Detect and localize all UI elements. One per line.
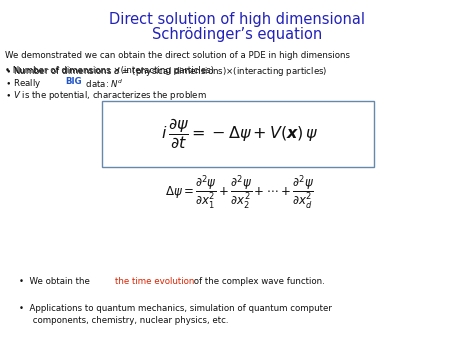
Text: of the complex wave function.: of the complex wave function. [191, 277, 324, 286]
Text: $i\,\dfrac{\partial\psi}{\partial t} = -\Delta\psi + V(\boldsymbol{x})\,\psi$: $i\,\dfrac{\partial\psi}{\partial t} = -… [161, 117, 318, 151]
FancyBboxPatch shape [102, 101, 374, 167]
Text: •  We obtain the: • We obtain the [19, 277, 92, 286]
Text: • Number of dimensions ×(interacting particles): • Number of dimensions ×(interacting par… [5, 66, 214, 75]
Text: $\Delta\psi = \dfrac{\partial^2\psi}{\partial x_1^2} + \dfrac{\partial^2\psi}{\p: $\Delta\psi = \dfrac{\partial^2\psi}{\pa… [165, 174, 314, 212]
Text: data: $N^{d}$: data: $N^{d}$ [83, 77, 124, 90]
Text: Schrödinger’s equation: Schrödinger’s equation [152, 27, 322, 42]
Text: the time evolution: the time evolution [115, 277, 194, 286]
Text: $\bullet$ Really: $\bullet$ Really [5, 77, 41, 91]
Text: $\bullet$ Number of dimensions $d$ = (physical dimensions)$\times$(interacting p: $\bullet$ Number of dimensions $d$ = (ph… [5, 65, 327, 78]
Text: •  Applications to quantum mechanics, simulation of quantum computer
     compon: • Applications to quantum mechanics, sim… [19, 304, 332, 325]
Text: We demonstrated we can obtain the direct solution of a PDE in high dimensions: We demonstrated we can obtain the direct… [5, 51, 350, 60]
Text: Direct solution of high dimensional: Direct solution of high dimensional [109, 12, 365, 27]
Text: $\bullet$ $V$ is the potential, characterizes the problem: $\bullet$ $V$ is the potential, characte… [5, 89, 207, 103]
Text: BIG: BIG [65, 77, 82, 86]
